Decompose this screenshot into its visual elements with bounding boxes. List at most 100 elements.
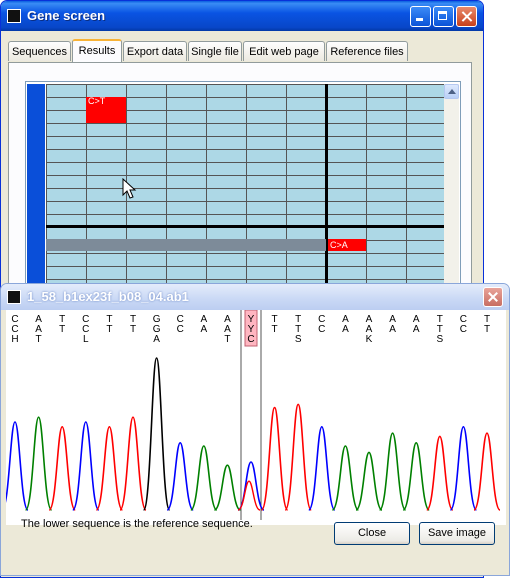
trace-peak: [213, 464, 242, 511]
trace-close-icon[interactable]: [483, 287, 503, 307]
tab-export-data[interactable]: Export data: [123, 41, 187, 61]
upper-base-label: Y: [248, 314, 255, 325]
save-image-button[interactable]: Save image: [419, 522, 495, 545]
maximize-button[interactable]: [433, 6, 454, 27]
tab-single-file[interactable]: Single file: [188, 41, 242, 61]
trace-peak: [119, 416, 147, 511]
minimize-icon: [411, 7, 430, 26]
reference-base-label: A: [153, 334, 160, 345]
trace-peak: [95, 425, 124, 511]
upper-base-label: T: [106, 314, 112, 325]
grid-app-icon: [7, 290, 21, 304]
maximize-icon: [434, 7, 453, 26]
trace-peak: [284, 403, 312, 511]
close-window-button[interactable]: [456, 6, 477, 27]
reference-base-label: S: [295, 334, 302, 345]
upper-base-label-repeat: A: [224, 324, 231, 335]
minimize-button[interactable]: [410, 6, 431, 27]
upper-base-label: T: [295, 314, 301, 325]
upper-base-label-repeat: T: [272, 324, 278, 335]
close-icon: [457, 7, 476, 26]
upper-base-label: C: [11, 314, 18, 325]
upper-base-label: T: [130, 314, 136, 325]
grid-row-header[interactable]: [27, 84, 45, 344]
trace-peak: [426, 435, 454, 511]
trace-peak: [260, 406, 289, 511]
main-titlebar[interactable]: Gene screen: [1, 1, 483, 31]
upper-base-label-repeat: T: [437, 324, 443, 335]
upper-base-label-repeat: T: [130, 324, 136, 335]
trace-peak: [378, 432, 407, 511]
highlight-base-box: [244, 310, 258, 347]
upper-base-label: A: [35, 314, 42, 325]
vertical-scrollbar[interactable]: [444, 84, 459, 344]
upper-base-label: C: [177, 314, 184, 325]
trace-window-title: 1_58_b1ex23f_b08_04.ab1: [27, 289, 189, 304]
upper-base-label: A: [200, 314, 207, 325]
reference-base-label: T: [224, 334, 230, 345]
tab-sequences[interactable]: Sequences: [8, 41, 71, 61]
upper-base-label: A: [342, 314, 349, 325]
upper-base-label-repeat: T: [484, 324, 490, 335]
tab-results[interactable]: Results: [72, 39, 122, 62]
upper-base-label-repeat: T: [106, 324, 112, 335]
mouse-pointer-icon: [122, 178, 137, 199]
trace-peak: [308, 425, 336, 511]
trace-peak: [72, 421, 100, 511]
upper-base-label-repeat: A: [35, 324, 42, 335]
upper-base-label: C: [82, 314, 89, 325]
upper-base-label: C: [460, 314, 467, 325]
tab-reference-files[interactable]: Reference files: [326, 41, 408, 61]
upper-base-label: T: [272, 314, 278, 325]
reference-base-label: S: [436, 334, 443, 345]
trace-peak: [166, 441, 194, 511]
upper-base-label: T: [437, 314, 443, 325]
upper-base-label-repeat: C: [82, 324, 89, 335]
trace-peak: [24, 416, 53, 511]
trace-titlebar[interactable]: 1_58_b1ex23f_b08_04.ab1: [1, 284, 509, 310]
upper-base-label-repeat: A: [389, 324, 396, 335]
upper-base-label-repeat: T: [295, 324, 301, 335]
upper-base-label: C: [318, 314, 325, 325]
highlight-cell-text: C>T: [88, 96, 106, 106]
scroll-up-arrow-icon[interactable]: [444, 84, 459, 99]
upper-base-label-repeat: G: [153, 324, 161, 335]
grid-divider-vertical: [325, 84, 328, 344]
trace-peak: [331, 445, 360, 511]
upper-base-label: G: [153, 314, 161, 325]
reference-note: The lower sequence is the reference sequ…: [21, 518, 253, 530]
upper-base-label: A: [224, 314, 231, 325]
trace-peak: [355, 451, 383, 511]
upper-base-label-repeat: A: [200, 324, 207, 335]
grid-divider-horizontal: [46, 225, 446, 228]
trace-peak: [449, 425, 478, 511]
reference-base-label: C: [247, 334, 254, 345]
trace-peak-secondary: [237, 480, 261, 511]
upper-base-label-repeat: C: [11, 324, 18, 335]
trace-peak: [473, 432, 501, 511]
main-window-title: Gene screen: [27, 8, 106, 23]
reference-base-label: T: [36, 334, 42, 345]
reference-base-label: H: [11, 334, 18, 345]
grid-app-icon: [7, 9, 21, 23]
highlight-cell-c-a[interactable]: C>A: [328, 239, 366, 251]
upper-base-label: A: [366, 314, 373, 325]
upper-base-label: A: [413, 314, 420, 325]
upper-base-label-repeat: A: [413, 324, 420, 335]
upper-base-label-repeat: Y: [248, 324, 255, 335]
upper-base-label: A: [389, 314, 396, 325]
selected-row[interactable]: [46, 239, 326, 251]
trace-peak: [190, 445, 218, 511]
upper-base-label-repeat: A: [342, 324, 349, 335]
highlight-cell-c-t[interactable]: C>T: [86, 97, 126, 123]
reference-base-label: L: [83, 334, 89, 345]
upper-base-label-repeat: C: [460, 324, 467, 335]
upper-base-label-repeat: T: [59, 324, 65, 335]
tab-edit-web-page[interactable]: Edit web page: [243, 41, 325, 61]
close-button[interactable]: Close: [334, 522, 410, 545]
reference-base-label: K: [366, 334, 373, 345]
upper-base-label-repeat: C: [177, 324, 184, 335]
upper-base-label-repeat: C: [318, 324, 325, 335]
